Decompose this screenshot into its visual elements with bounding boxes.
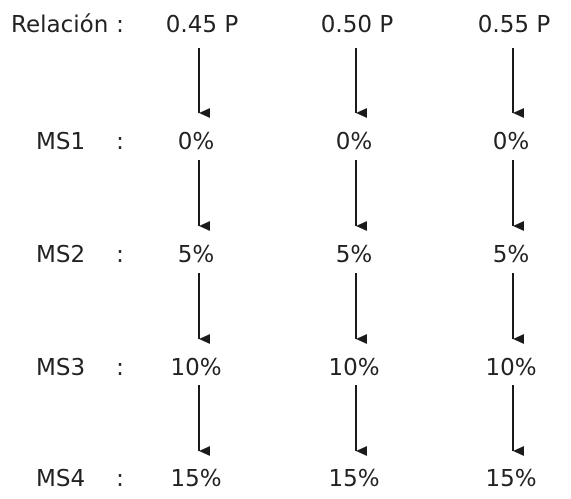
cell-ms3-col1: 10%: [170, 355, 222, 381]
row-separator: :: [116, 242, 124, 268]
row-label-ms3: MS3: [36, 355, 86, 381]
cell-ms2-col3: 5%: [492, 242, 530, 268]
cell-ms4-col2: 15%: [328, 466, 380, 492]
row-separator: :: [116, 129, 124, 155]
cell-ms1-col1: 0%: [177, 129, 215, 155]
row-label-ms1: MS1: [36, 129, 86, 155]
cell-ms2-col1: 5%: [177, 242, 215, 268]
header-separator: :: [116, 12, 124, 38]
cell-ms3-col2: 10%: [328, 355, 380, 381]
row-separator: :: [116, 466, 124, 492]
cell-ms2-col2: 5%: [335, 242, 373, 268]
cell-ms4-col1: 15%: [170, 466, 222, 492]
row-separator: :: [116, 355, 124, 381]
row-label-ms2: MS2: [36, 242, 86, 268]
column-header-1: 0.45 P: [165, 12, 239, 38]
cell-ms1-col3: 0%: [492, 129, 530, 155]
header-label: Relación: [11, 12, 109, 38]
cell-ms3-col3: 10%: [485, 355, 537, 381]
column-header-2: 0.50 P: [320, 12, 394, 38]
cell-ms1-col2: 0%: [335, 129, 373, 155]
column-header-3: 0.55 P: [477, 12, 551, 38]
row-label-ms4: MS4: [36, 466, 86, 492]
cell-ms4-col3: 15%: [485, 466, 537, 492]
